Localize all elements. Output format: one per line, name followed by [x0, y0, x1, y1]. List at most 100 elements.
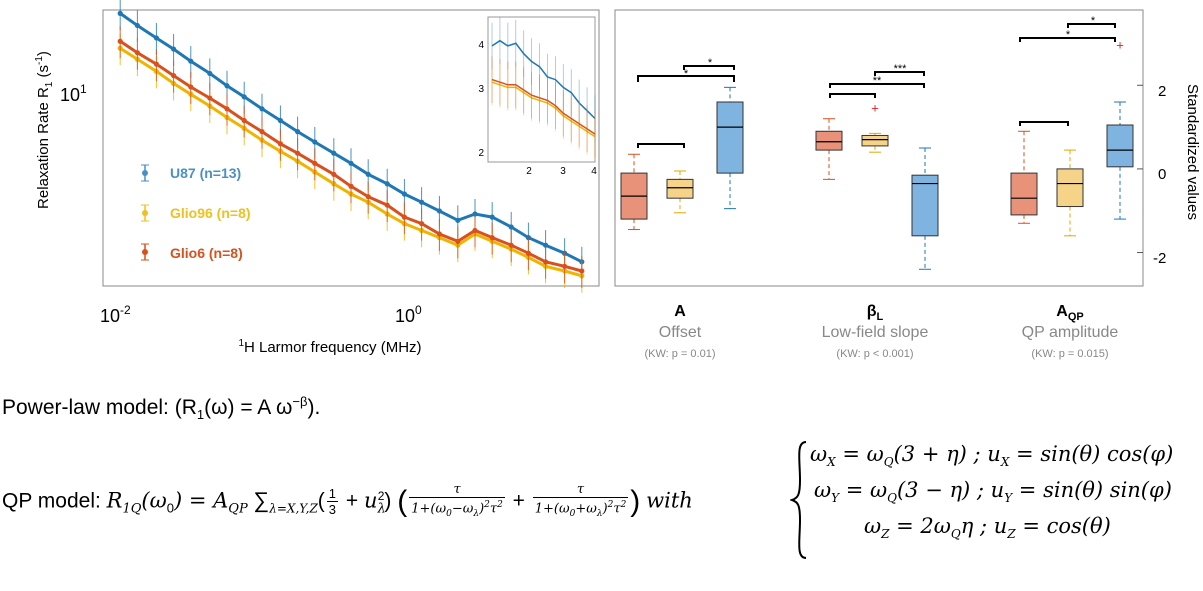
right-y-tick-m2: -2 [1153, 250, 1166, 267]
data-point-u87 [489, 214, 495, 220]
sig-mark-qp-2: * [1066, 29, 1071, 41]
svg-text:(KW: p < 0.001): (KW: p < 0.001) [836, 348, 913, 360]
data-point-u87 [224, 83, 230, 89]
data-point-u87 [436, 208, 443, 214]
box-glio96-offset [666, 178, 694, 199]
data-point-u87 [401, 191, 408, 197]
inset-line-u87 [491, 39, 596, 120]
standardized-values-chart: + + 2 0 -2 Standardized values A Offset (… [610, 0, 1203, 370]
inset-y-tick-4: 4 [478, 40, 484, 51]
box-u87-slope [911, 174, 939, 237]
data-point-glio6 [365, 194, 371, 200]
data-point-glio6 [508, 242, 514, 248]
outlier-glio96: + [871, 100, 879, 115]
standardized-values-svg: ++ 2 0 -2 Standardized values A Offset (… [614, 9, 1201, 360]
data-point-u87 [331, 150, 337, 156]
data-point-u87 [277, 117, 284, 124]
right-y-tick-2: 2 [1158, 83, 1166, 100]
data-point-glio6 [401, 214, 408, 220]
data-point-glio6 [312, 160, 318, 166]
data-point-glio6 [525, 250, 532, 256]
legend-glio6: Glio6 (n=8) [141, 243, 243, 261]
data-point-glio6 [117, 38, 123, 44]
box-glio96-qp [1056, 168, 1084, 208]
significance-brackets [637, 23, 1116, 148]
left-y-label: Relaxation Rate R1 (s-1) [34, 51, 55, 209]
data-point-glio6 [170, 73, 177, 79]
group-label-qp-amplitude: AQP QP amplitude (KW: p = 0.015) [1022, 303, 1119, 360]
svg-text:Glio6 (n=8): Glio6 (n=8) [170, 245, 243, 261]
svg-text:(KW: p = 0.01): (KW: p = 0.01) [644, 348, 715, 360]
data-point-glio6 [418, 221, 425, 227]
inset-box [487, 16, 596, 163]
data-point-glio6 [562, 263, 568, 269]
svg-text:Glio96 (n=8): Glio96 (n=8) [170, 205, 251, 221]
data-point-u87 [384, 181, 390, 187]
data-point-u87 [542, 242, 549, 248]
inset-data-layer [491, 17, 596, 160]
svg-text:A: A [674, 303, 686, 320]
data-point-glio6 [348, 183, 354, 189]
data-point-glio6 [436, 231, 443, 237]
data-point-u87 [525, 235, 532, 241]
legend-u87: U87 (n=13) [141, 164, 241, 182]
inset-y-tick-3: 3 [478, 84, 484, 95]
left-x-label: 1H Larmor frequency (MHz) [238, 338, 421, 356]
inset-line-glio96 [491, 81, 596, 138]
data-point-u87 [170, 46, 177, 52]
inset-x-tick-4: 4 [591, 166, 597, 177]
system-line-x: ωX = ωQ(3 + η) ; uX = sin(θ) cos(φ) [810, 442, 1174, 470]
outlier-u87: + [1116, 38, 1124, 53]
box-glio6-qp [1010, 172, 1038, 216]
svg-text:QP amplitude: QP amplitude [1022, 324, 1119, 341]
data-point-glio6 [579, 268, 585, 274]
data-point-u87 [348, 160, 354, 166]
data-point-u87 [153, 35, 160, 41]
data-point-glio6 [472, 227, 478, 234]
legend-glio96: Glio96 (n=8) [141, 204, 251, 222]
data-point-u87 [207, 70, 213, 77]
left-x-tick-1: 100 [395, 303, 422, 326]
data-point-u87 [365, 171, 371, 177]
data-point-glio6 [277, 141, 284, 147]
data-point-glio6 [207, 95, 213, 101]
data-point-glio6 [455, 238, 461, 244]
group-label-lowfield-slope: βL Low-field slope (KW: p < 0.001) [822, 303, 929, 360]
system-line-y: ωY = ωQ(3 − η) ; uY = sin(θ) sin(φ) [814, 478, 1172, 506]
relaxation-rate-svg: Relaxation Rate R1 (s-1) 101 10-2 100 1H… [34, 0, 600, 356]
data-point-u87 [259, 106, 265, 112]
sig-mark-slope-2: ** [873, 75, 882, 87]
box-glio6-slope [815, 130, 843, 151]
equations-area: Power-law model: (R1(ω) = A ω−β). QP mod… [0, 370, 1203, 591]
inset-x-tick-3: 3 [560, 166, 566, 177]
svg-text:U87 (n=13): U87 (n=13) [170, 165, 241, 181]
data-point-glio6 [489, 235, 495, 241]
data-point-glio6 [153, 61, 160, 67]
svg-text:(KW: p = 0.015): (KW: p = 0.015) [1031, 348, 1108, 360]
data-point-glio6 [384, 202, 390, 208]
sig-mark-slope-1: *** [894, 63, 908, 75]
inset-y-tick-2: 2 [478, 148, 484, 159]
data-point-u87 [472, 211, 478, 217]
inset: 4 3 2 2 3 4 [478, 16, 597, 177]
svg-text:AQP: AQP [1056, 303, 1083, 323]
legend: U87 (n=13) Glio96 (n=8) Glio6 (n=8) [141, 164, 251, 261]
powerlaw-equation: Power-law model: (R1(ω) = A ω−β). [2, 394, 321, 423]
box-glio96-slope [861, 134, 889, 147]
svg-text:Offset: Offset [659, 324, 702, 341]
data-point-glio6 [259, 129, 265, 135]
data-point-u87 [508, 224, 514, 230]
right-y-tick-0: 0 [1158, 166, 1166, 183]
inset-line-glio6 [491, 78, 596, 135]
right-y-label: Standardized values [1184, 84, 1201, 220]
right-data-layer: ++ [620, 38, 1143, 270]
data-point-glio6 [542, 259, 549, 265]
data-point-glio6 [224, 106, 230, 112]
data-point-u87 [241, 94, 247, 100]
data-point-glio6 [294, 150, 301, 156]
inset-x-tick-2: 2 [526, 166, 532, 177]
sig-mark-offset-2: * [684, 68, 689, 80]
svg-text:βL: βL [867, 303, 884, 323]
right-axes-box [614, 9, 1144, 287]
data-point-u87 [117, 10, 123, 16]
